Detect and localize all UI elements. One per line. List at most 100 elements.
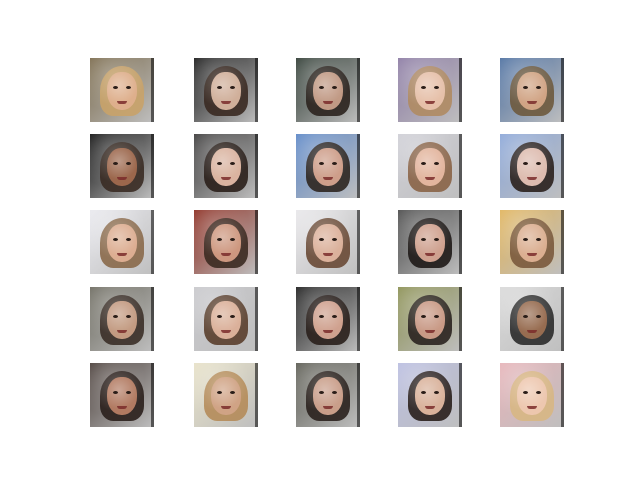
eyes [113, 315, 131, 318]
eye [126, 391, 131, 394]
face-tile [296, 363, 360, 427]
image-edge-shadow [255, 287, 258, 351]
face-tile [194, 363, 258, 427]
eyes [217, 162, 235, 165]
face-shape [415, 148, 445, 187]
face-tile [398, 363, 462, 427]
eyes [217, 86, 235, 89]
eye [230, 238, 235, 241]
face-shape [313, 377, 343, 416]
mouth [117, 253, 127, 256]
eye [523, 162, 528, 165]
mouth [323, 330, 333, 333]
face-shape [211, 224, 241, 263]
eyes [113, 162, 131, 165]
face-shape [313, 301, 343, 340]
image-edge-shadow [255, 134, 258, 198]
eye [523, 315, 528, 318]
eye [421, 315, 426, 318]
image-edge-shadow [151, 210, 154, 274]
eye [230, 162, 235, 165]
mouth [117, 177, 127, 180]
mouth [323, 101, 333, 104]
image-edge-shadow [357, 287, 360, 351]
face-tile [500, 134, 564, 198]
mouth [527, 406, 537, 409]
eye [434, 391, 439, 394]
face-tile [194, 287, 258, 351]
image-edge-shadow [561, 363, 564, 427]
image-edge-shadow [151, 58, 154, 122]
image-edge-shadow [561, 210, 564, 274]
face-shape [107, 148, 137, 187]
eyes [421, 391, 439, 394]
eye [126, 86, 131, 89]
eye [434, 162, 439, 165]
eye [230, 391, 235, 394]
image-edge-shadow [459, 58, 462, 122]
eyes [523, 315, 541, 318]
face-tile [90, 363, 154, 427]
eye [536, 162, 541, 165]
face-shape [107, 301, 137, 340]
eye [217, 391, 222, 394]
eye [217, 162, 222, 165]
eye [421, 162, 426, 165]
mouth [117, 406, 127, 409]
eyes [421, 86, 439, 89]
eye [126, 162, 131, 165]
eye [332, 86, 337, 89]
face-shape [415, 72, 445, 111]
eye [332, 238, 337, 241]
eye [126, 238, 131, 241]
eye [230, 315, 235, 318]
mouth [425, 177, 435, 180]
eye [113, 315, 118, 318]
mouth [527, 177, 537, 180]
mouth [221, 177, 231, 180]
eye [536, 86, 541, 89]
face-shape [211, 72, 241, 111]
image-edge-shadow [255, 210, 258, 274]
face-tile [500, 287, 564, 351]
eye [421, 238, 426, 241]
face-tile [296, 287, 360, 351]
face-tile [90, 287, 154, 351]
face-shape [313, 224, 343, 263]
eyes [421, 238, 439, 241]
face-shape [211, 148, 241, 187]
face-shape [517, 224, 547, 263]
image-edge-shadow [459, 363, 462, 427]
image-edge-shadow [357, 210, 360, 274]
eye [434, 86, 439, 89]
mouth [221, 253, 231, 256]
eye [523, 238, 528, 241]
mouth [117, 330, 127, 333]
face-shape [211, 377, 241, 416]
mouth [221, 406, 231, 409]
eye [217, 315, 222, 318]
face-tile [194, 134, 258, 198]
face-shape [517, 148, 547, 187]
eye [113, 162, 118, 165]
eye [319, 238, 324, 241]
face-shape [517, 377, 547, 416]
image-edge-shadow [459, 134, 462, 198]
mouth [323, 406, 333, 409]
face-tile [90, 58, 154, 122]
image-edge-shadow [357, 134, 360, 198]
eyes [523, 391, 541, 394]
eye [217, 238, 222, 241]
face-shape [211, 301, 241, 340]
eye [523, 391, 528, 394]
image-edge-shadow [357, 363, 360, 427]
face-tile [398, 287, 462, 351]
image-edge-shadow [255, 363, 258, 427]
eye [113, 391, 118, 394]
eyes [523, 86, 541, 89]
face-shape [107, 72, 137, 111]
face-shape [517, 72, 547, 111]
mouth [425, 406, 435, 409]
face-tile [398, 134, 462, 198]
